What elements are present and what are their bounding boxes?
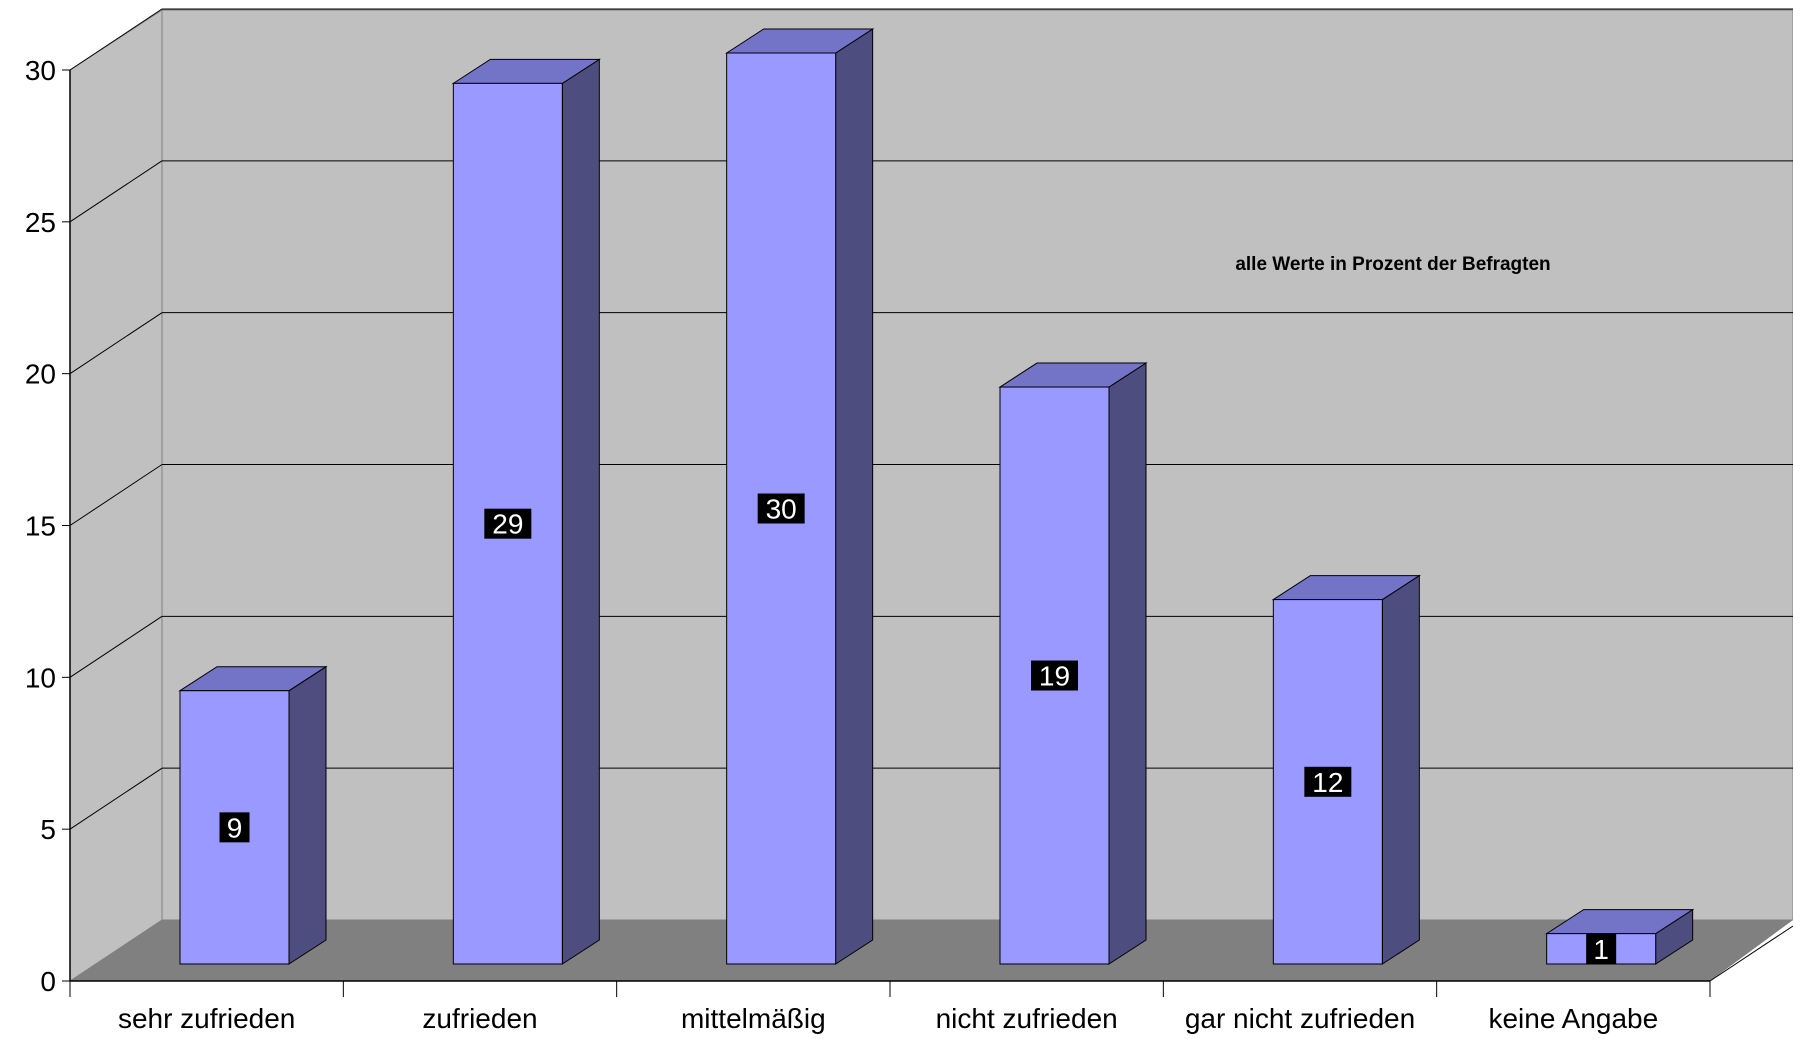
data-label-box (1304, 766, 1352, 797)
y-tick-label: 5 (40, 814, 56, 845)
chart-walls (69, 9, 1793, 982)
bar-side (288, 665, 327, 965)
x-tick-label: nicht zufrieden (936, 1003, 1118, 1034)
data-label-box (219, 812, 250, 843)
y-tick-label: 0 (40, 966, 56, 997)
side-gridline (69, 615, 163, 678)
chart-annotation: alle Werte in Prozent der Befragten (1235, 254, 1550, 275)
bar-side (835, 28, 874, 965)
axes (62, 69, 1793, 997)
bar-side (1381, 574, 1420, 965)
x-tick-label: zufrieden (422, 1003, 537, 1034)
data-label-box (757, 493, 805, 524)
x-tick-label: mittelmäßig (681, 1003, 826, 1034)
x-tick-label: sehr zufrieden (118, 1003, 295, 1034)
side-gridline (69, 160, 163, 223)
data-label: 9 (227, 812, 243, 843)
x-tick-label: keine Angabe (1488, 1003, 1658, 1034)
side-gridline (69, 767, 163, 830)
data-label: 30 (766, 494, 797, 525)
bar-side (1108, 362, 1147, 965)
x-tick-label: gar nicht zufrieden (1185, 1003, 1415, 1034)
y-tick-label: 30 (25, 55, 56, 86)
side-gridline (69, 464, 163, 526)
data-label-box (484, 508, 532, 539)
floor (70, 920, 1793, 981)
y-tick-label: 10 (25, 662, 56, 693)
y-tick-label: 20 (25, 359, 56, 390)
floor-edge (1709, 925, 1793, 982)
y-tick-label: 25 (25, 207, 56, 238)
data-label: 1 (1593, 934, 1609, 965)
bar-side (561, 58, 600, 965)
data-label: 29 (492, 509, 523, 540)
data-label: 12 (1312, 767, 1343, 798)
data-label: 19 (1039, 661, 1070, 692)
side-gridline (69, 312, 163, 375)
gridlines (69, 8, 1793, 830)
side-gridline (69, 8, 163, 71)
labels: 0 5 10 15 20 25 30 9 sehr zufrieden 29 zufrieden 30… (25, 55, 1658, 1034)
y-tick-label: 15 (25, 511, 56, 542)
data-label-box (1586, 933, 1617, 964)
data-label-box (1031, 660, 1078, 691)
